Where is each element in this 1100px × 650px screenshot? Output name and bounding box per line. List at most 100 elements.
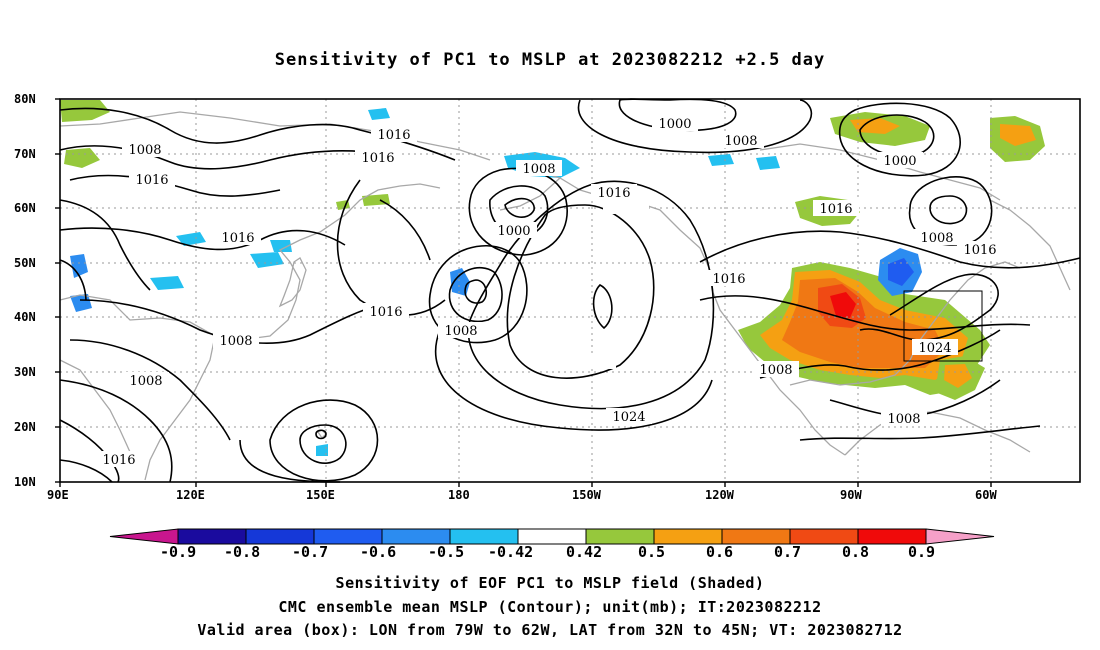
contour-label-text: 1008 — [759, 363, 792, 378]
colorbar-max-arrow — [925, 528, 995, 545]
contour-label-text: 1000 — [658, 117, 691, 132]
contour-label-text: 1016 — [221, 231, 254, 246]
contour-label-text: 1016 — [712, 272, 745, 287]
lat-label: 40N — [14, 310, 36, 324]
contour-label: 1016 — [957, 241, 1003, 258]
contour-label: 1016 — [706, 270, 752, 287]
contour-label-text: 1008 — [887, 412, 920, 427]
contour-label-text: 1016 — [597, 186, 630, 201]
valid-area-box — [903, 290, 983, 362]
plot-title: Sensitivity of PC1 to MSLP at 2023082212… — [274, 50, 826, 70]
map-frame — [59, 98, 1081, 483]
contour-label: 1016 — [591, 184, 637, 201]
contour-label-text: 1016 — [963, 243, 996, 258]
contour-label: 1008 — [123, 372, 169, 389]
contour-label: 1016 — [371, 126, 417, 143]
lon-label: 60W — [975, 488, 997, 502]
colorbar-label: -0.7 — [292, 543, 329, 561]
contour-label-text: 1000 — [497, 224, 530, 239]
colorbar-swatch — [585, 528, 655, 545]
colorbar-label: -0.8 — [224, 543, 261, 561]
colorbar-swatch — [721, 528, 791, 545]
lon-label: 90E — [47, 488, 69, 502]
contour-label-text: 1008 — [129, 374, 162, 389]
colorbar — [109, 528, 995, 545]
colorbar-min-arrow — [109, 528, 179, 545]
contour-label-text: 1008 — [522, 162, 555, 177]
caption-contour: CMC ensemble mean MSLP (Contour); unit(m… — [278, 598, 822, 616]
colorbar-label: 0.6 — [706, 543, 734, 561]
contour-label: 1008 — [516, 160, 562, 177]
colorbar-swatch — [177, 528, 247, 545]
colorbar-swatch — [857, 528, 927, 545]
contour-label — [603, 198, 649, 214]
contour-label: 1008 — [718, 132, 764, 149]
contour-label: 1008 — [122, 141, 168, 158]
colorbar-label: -0.5 — [428, 543, 465, 561]
contour-label-text: 1008 — [128, 143, 161, 158]
lon-label: 90W — [840, 488, 862, 502]
contour-label-text: 1008 — [444, 324, 477, 339]
lat-label: 70N — [14, 147, 36, 161]
lat-label: 50N — [14, 256, 36, 270]
colorbar-label: 0.9 — [908, 543, 936, 561]
contour-label — [570, 353, 616, 369]
colorbar-swatch — [449, 528, 519, 545]
colorbar-label: 0.8 — [842, 543, 870, 561]
colorbar-label: -0.9 — [160, 543, 197, 561]
contour-label-text: 1024 — [918, 341, 951, 356]
colorbar-label: 0.7 — [774, 543, 802, 561]
colorbar-swatch — [789, 528, 859, 545]
colorbar-swatch — [517, 528, 587, 545]
caption-valid-area: Valid area (box): LON from 79W to 62W, L… — [197, 621, 903, 639]
lat-label: 10N — [14, 475, 36, 489]
contour-label-text: 1016 — [377, 128, 410, 143]
contour-label: 1008 — [914, 229, 960, 246]
contour-label: 1000 — [877, 152, 923, 169]
axis-ticks — [55, 98, 992, 487]
contour-label-text: 1008 — [920, 231, 953, 246]
lon-label: 120W — [705, 488, 734, 502]
lat-label: 30N — [14, 365, 36, 379]
contour-label: 1000 — [652, 115, 698, 132]
contour-label-text: 1016 — [361, 151, 394, 166]
caption-shaded: Sensitivity of EOF PC1 to MSLP field (Sh… — [335, 574, 765, 592]
colorbar-label: -0.6 — [360, 543, 397, 561]
contour-label: 1016 — [129, 171, 175, 188]
lon-label: 120E — [176, 488, 205, 502]
contour-label: 1016 — [813, 200, 859, 217]
colorbar-swatch — [245, 528, 315, 545]
colorbar-label: 0.42 — [566, 543, 603, 561]
contour-label-text: 1016 — [135, 173, 168, 188]
lon-label: 180 — [448, 488, 470, 502]
lat-label: 80N — [14, 92, 36, 106]
contour-label-text: 1016 — [369, 305, 402, 320]
contour-label-text: 1024 — [612, 410, 645, 425]
colorbar-swatch — [381, 528, 451, 545]
contour-label: 1008 — [881, 410, 927, 427]
contour-label: 1008 — [438, 322, 484, 339]
contour-label: 1008 — [753, 361, 799, 378]
lat-label: 20N — [14, 420, 36, 434]
contour-label-text: 1016 — [102, 453, 135, 468]
contour-label: 1016 — [215, 229, 261, 246]
colorbar-label: 0.5 — [638, 543, 666, 561]
contour-label: 1000 — [491, 222, 537, 239]
contour-label: 1016 — [355, 149, 401, 166]
grid — [60, 99, 1080, 482]
colorbar-swatch — [653, 528, 723, 545]
colorbar-label: -0.42 — [488, 543, 534, 561]
contour-label-text: 1000 — [883, 154, 916, 169]
lat-label: 60N — [14, 201, 36, 215]
lon-label: 150E — [306, 488, 335, 502]
lon-label: 150W — [572, 488, 601, 502]
contour-label: 1016 — [96, 451, 142, 468]
contour-labels: 1000 1000 1000 1008 1008 1008 1008 1008 … — [96, 115, 1003, 468]
contour-label: 1016 — [363, 303, 409, 320]
contour-label: 1024 — [606, 408, 652, 425]
contour-label-text: 1008 — [219, 334, 252, 349]
contour-label: 1024 — [912, 339, 958, 356]
colorbar-swatch — [313, 528, 383, 545]
contour-label-text: 1016 — [819, 202, 852, 217]
